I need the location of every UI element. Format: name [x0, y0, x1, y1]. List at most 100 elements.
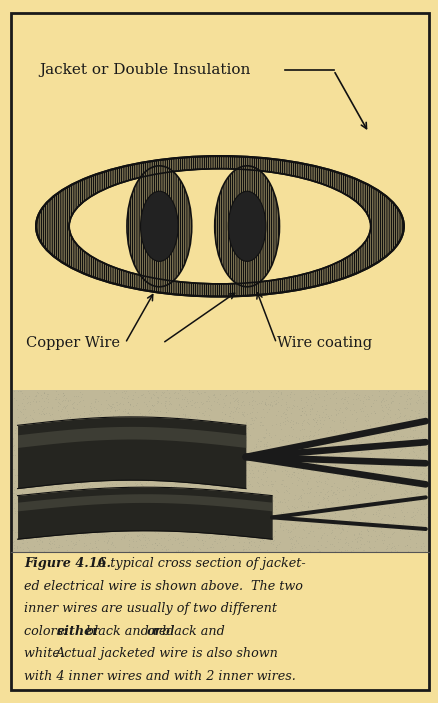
Point: [79, 394, 86, 406]
Point: [112, 518, 119, 529]
Point: [140, 475, 147, 486]
Point: [283, 411, 290, 423]
Point: [21, 431, 28, 442]
Point: [339, 471, 346, 482]
Point: [416, 478, 423, 489]
Point: [239, 427, 246, 438]
Point: [204, 543, 211, 554]
Point: [11, 539, 18, 550]
Point: [83, 522, 90, 534]
Point: [332, 409, 339, 420]
Point: [39, 536, 46, 548]
Point: [267, 522, 274, 533]
Point: [26, 530, 33, 541]
Point: [173, 393, 180, 404]
Point: [131, 508, 138, 519]
Point: [60, 415, 67, 426]
Point: [168, 538, 175, 549]
Point: [71, 391, 78, 402]
Point: [55, 515, 62, 526]
Point: [122, 516, 129, 527]
Point: [398, 431, 405, 442]
Point: [329, 486, 336, 498]
Point: [166, 399, 173, 410]
Point: [353, 501, 360, 512]
Point: [415, 393, 422, 404]
Point: [64, 514, 71, 525]
Point: [199, 447, 206, 458]
Point: [408, 520, 415, 531]
Point: [226, 512, 233, 523]
Point: [403, 507, 410, 518]
Point: [364, 525, 371, 536]
Point: [285, 469, 292, 480]
Point: [420, 408, 427, 420]
Point: [164, 534, 171, 546]
Point: [402, 539, 409, 550]
Point: [378, 423, 385, 434]
Point: [343, 470, 350, 481]
Point: [189, 386, 196, 397]
Point: [251, 411, 258, 423]
Point: [321, 437, 328, 449]
Point: [224, 458, 231, 470]
Point: [94, 475, 101, 486]
Point: [330, 477, 337, 489]
Point: [420, 490, 427, 501]
Point: [104, 543, 111, 555]
Point: [213, 505, 220, 517]
Point: [276, 420, 283, 431]
Point: [375, 529, 382, 540]
Point: [295, 432, 302, 443]
Point: [269, 506, 276, 517]
Point: [63, 546, 70, 557]
Point: [385, 531, 392, 542]
Point: [29, 448, 36, 459]
Point: [290, 441, 297, 453]
Point: [409, 511, 416, 522]
Point: [243, 458, 250, 469]
Point: [141, 498, 148, 510]
Point: [246, 517, 253, 528]
Point: [237, 399, 244, 411]
Point: [384, 408, 391, 419]
Point: [364, 394, 371, 405]
Point: [411, 436, 418, 447]
Point: [187, 453, 194, 465]
Point: [173, 525, 180, 536]
Point: [211, 427, 218, 438]
Point: [142, 510, 149, 522]
Point: [73, 404, 80, 415]
Point: [39, 427, 46, 439]
Point: [270, 446, 277, 457]
Point: [249, 488, 256, 499]
Point: [239, 544, 246, 555]
Point: [51, 538, 58, 550]
Point: [174, 545, 181, 556]
Point: [52, 392, 59, 403]
Point: [122, 478, 129, 489]
Point: [238, 387, 245, 398]
Point: [417, 543, 424, 554]
Point: [410, 513, 417, 524]
Point: [150, 542, 157, 553]
Point: [373, 511, 380, 522]
Point: [300, 539, 307, 550]
Point: [106, 495, 113, 506]
Point: [41, 408, 48, 420]
Point: [383, 542, 390, 553]
Point: [417, 432, 424, 444]
Point: [204, 491, 211, 503]
Point: [245, 521, 252, 532]
Point: [133, 535, 140, 546]
Point: [384, 509, 391, 520]
Point: [76, 457, 83, 468]
Point: [156, 506, 163, 517]
Point: [172, 534, 179, 546]
Point: [166, 395, 173, 406]
Point: [409, 432, 416, 443]
Point: [235, 465, 242, 477]
Point: [198, 460, 205, 471]
Point: [104, 402, 111, 413]
Point: [89, 512, 96, 523]
